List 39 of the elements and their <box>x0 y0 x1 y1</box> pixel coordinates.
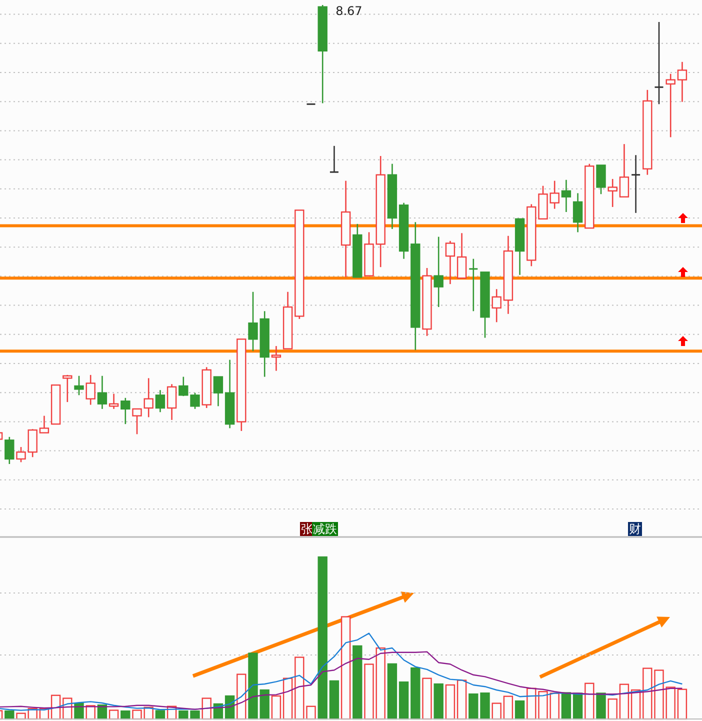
bar <box>364 664 374 720</box>
bar <box>503 696 514 720</box>
bar <box>410 667 420 720</box>
bar <box>190 710 200 720</box>
bar <box>108 710 119 720</box>
bar <box>434 683 444 720</box>
bar <box>387 663 398 720</box>
bar <box>376 647 386 720</box>
text: 张 <box>301 522 313 536</box>
bar <box>468 693 478 720</box>
bar <box>132 710 142 720</box>
bar <box>294 656 304 720</box>
bar <box>422 678 432 720</box>
bar <box>248 652 258 720</box>
bar <box>398 681 409 720</box>
text: 财 <box>629 522 641 536</box>
bar <box>677 688 688 720</box>
bar <box>456 680 467 720</box>
bar <box>619 684 630 720</box>
bar <box>608 698 618 720</box>
bar <box>318 556 328 720</box>
bar <box>480 692 490 720</box>
bar <box>514 700 525 720</box>
bar <box>492 702 502 720</box>
annotation: 8.67 <box>336 4 362 18</box>
bar <box>329 680 340 720</box>
bar <box>271 695 282 720</box>
bar <box>260 689 270 720</box>
bar <box>352 645 362 720</box>
bar <box>596 692 606 720</box>
bar <box>584 682 594 720</box>
bar <box>445 684 456 720</box>
bar <box>282 678 293 720</box>
text: 减跌 <box>313 522 337 536</box>
bar <box>16 712 26 720</box>
bar <box>236 674 246 720</box>
bar <box>306 706 316 720</box>
bar <box>4 710 14 720</box>
bar <box>340 616 351 720</box>
